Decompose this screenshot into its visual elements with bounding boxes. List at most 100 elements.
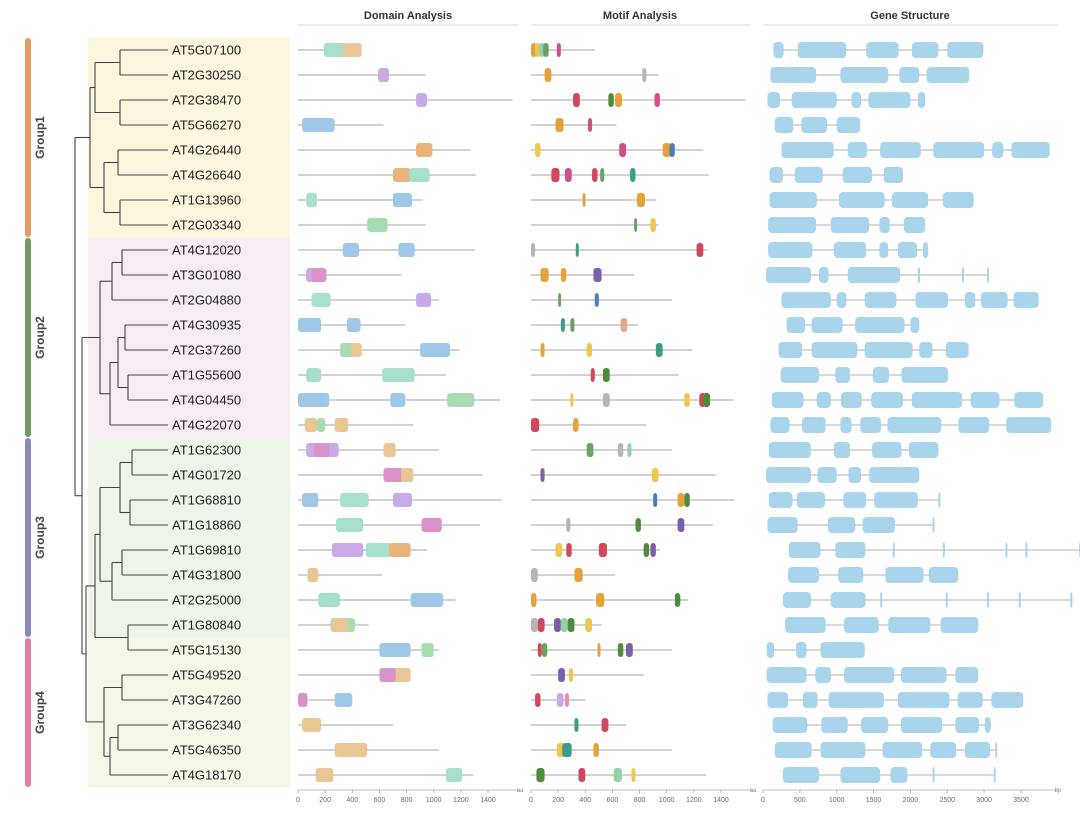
exon-block: [955, 667, 979, 683]
exon-block: [942, 192, 974, 208]
axis-unit-label: aa: [750, 788, 757, 794]
exon-block: [926, 67, 970, 83]
exon-block: [774, 117, 794, 133]
gene-id-label: AT4G26640: [172, 168, 241, 183]
exon-block: [767, 92, 780, 108]
gene-id-label: AT1G13960: [172, 193, 241, 208]
motif-block: [531, 568, 538, 582]
domain-block: [398, 243, 415, 257]
exon-block: [855, 317, 905, 333]
exon-block: [866, 42, 899, 58]
axis-unit-label: bp: [1055, 788, 1062, 794]
exon-block: [917, 92, 926, 108]
axis-tick-label: 0: [761, 797, 765, 804]
exon-block: [836, 292, 847, 308]
motif-block: [566, 543, 572, 557]
exon-block: [772, 717, 808, 733]
gene-id-label: AT5G66270: [172, 118, 241, 133]
motif-block: [650, 543, 656, 557]
group-background: [88, 637, 290, 788]
exon-block: [1014, 392, 1044, 408]
domain-block: [445, 768, 463, 782]
domain-block: [346, 318, 361, 332]
exon-block: [820, 742, 866, 758]
gene-id-label: AT2G25000: [172, 593, 241, 608]
exon-block: [1006, 417, 1052, 433]
gene-id-label: AT1G68810: [172, 493, 241, 508]
motif-block: [568, 668, 574, 682]
exon-block: [773, 42, 784, 58]
axes: 0 200 400 600 800 1000 1200 1400 aa 0 200 400 600 800…: [296, 788, 1062, 804]
domain-block: [307, 568, 319, 582]
exon-block: [862, 517, 895, 533]
exon-block: [869, 467, 920, 483]
exon-block: [840, 67, 889, 83]
domain-block: [316, 418, 326, 432]
motif-block: [586, 343, 593, 357]
exon-block: [768, 217, 817, 233]
exon-block: [1005, 542, 1008, 558]
motif-block: [535, 43, 541, 57]
motif-block: [625, 643, 633, 657]
domain-block: [342, 43, 362, 57]
exon-block: [879, 242, 889, 258]
motif-panel: [531, 43, 746, 782]
motif-block: [574, 568, 583, 582]
motif-block: [674, 593, 681, 607]
domain-block: [410, 593, 444, 607]
domain-block: [315, 768, 334, 782]
domain-block: [331, 618, 349, 632]
exon-block: [843, 492, 867, 508]
motif-block: [531, 418, 540, 432]
exon-block: [840, 417, 852, 433]
exon-block: [922, 242, 929, 258]
exon-block: [766, 642, 775, 658]
exon-block: [883, 167, 904, 183]
domain-block: [323, 43, 347, 57]
exon-block: [842, 167, 873, 183]
exon-block: [1013, 292, 1039, 308]
exon-block: [964, 742, 990, 758]
axis-tick-label: 3000: [976, 797, 992, 804]
gene-id-label: AT3G47260: [172, 693, 241, 708]
exon-block: [919, 342, 933, 358]
motif-block: [703, 393, 711, 407]
phylogenetic-tree: [74, 49, 168, 776]
domain-panel-title: Domain Analysis: [364, 10, 452, 22]
motif-block: [531, 243, 536, 257]
exon-block: [774, 742, 812, 758]
axis-tick-label: 200: [319, 797, 331, 804]
motif-block: [562, 743, 572, 757]
exon-block: [947, 42, 984, 58]
exon-block: [903, 217, 926, 233]
motif-block: [598, 543, 607, 557]
group-color-bar: [25, 38, 31, 237]
exon-block: [835, 367, 850, 383]
exon-block: [915, 292, 948, 308]
motif-block: [570, 393, 574, 407]
exon-block: [785, 617, 826, 633]
exon-block: [991, 692, 1024, 708]
exon-block: [981, 292, 1008, 308]
gene-labels: AT5G07100 AT2G30250 AT2G38470 AT5G66270 AT4G…: [172, 43, 241, 783]
domain-block: [298, 318, 322, 332]
exon-block: [791, 92, 837, 108]
motif-block: [634, 218, 638, 232]
axis-tick-label: 1400: [713, 797, 729, 804]
exon-block: [827, 517, 856, 533]
exon-block: [861, 717, 889, 733]
exon-block: [841, 392, 862, 408]
motif-block: [535, 693, 541, 707]
exon-block: [801, 117, 828, 133]
exon-block: [868, 92, 911, 108]
exon-block: [820, 642, 865, 658]
axis-tick-label: 1200: [453, 797, 469, 804]
group-background: [88, 37, 290, 238]
axis-tick-label: 1000: [829, 797, 845, 804]
motif-block: [556, 693, 564, 707]
domain-block: [298, 693, 308, 707]
motif-block: [654, 93, 660, 107]
exon-block: [833, 242, 867, 258]
exon-block: [768, 492, 793, 508]
